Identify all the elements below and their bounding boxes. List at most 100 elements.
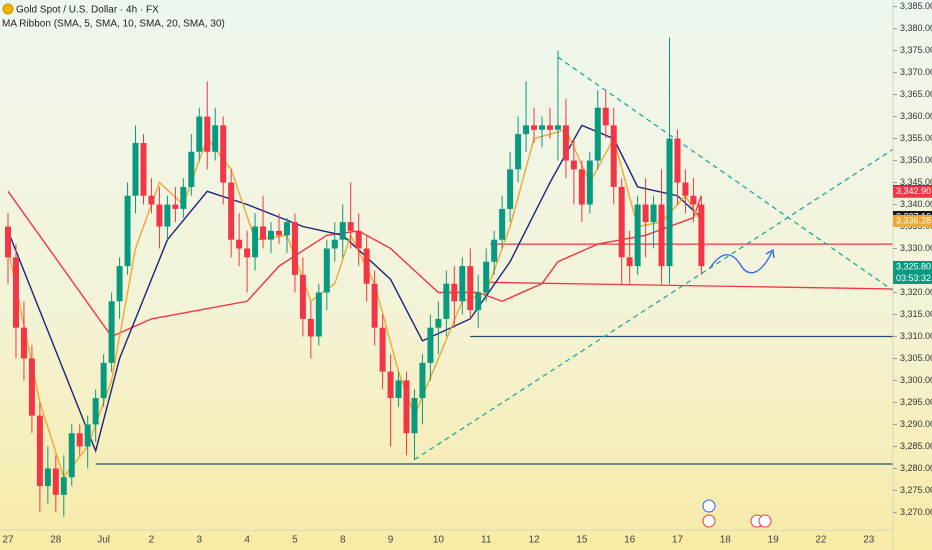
- candle-body: [244, 248, 251, 258]
- candle-body: [315, 292, 322, 337]
- y-tick-label: 3,295.00: [900, 397, 932, 407]
- x-tick-label: 23: [863, 535, 875, 546]
- candle-body: [443, 283, 450, 319]
- moving-average: [7, 128, 702, 479]
- candle-body: [236, 239, 243, 249]
- candle-body: [658, 204, 665, 267]
- candle-body: [618, 186, 625, 258]
- x-tick-label: 12: [528, 535, 540, 546]
- candle-body: [554, 125, 561, 130]
- y-tick-label: 3,270.00: [900, 507, 932, 517]
- y-tick-label: 3,290.00: [900, 419, 932, 429]
- moving-average: [7, 124, 702, 454]
- candle-body: [5, 226, 11, 258]
- candle-body: [212, 125, 219, 152]
- candle-body: [682, 182, 689, 196]
- candle-body: [395, 380, 402, 399]
- candle-body: [204, 116, 211, 152]
- candle-body: [100, 362, 107, 399]
- candle-body: [92, 398, 99, 425]
- price-tag: [893, 185, 932, 198]
- countdown-bg: [893, 272, 932, 284]
- x-tick-label: 18: [720, 535, 732, 546]
- x-tick-label: 9: [388, 535, 394, 546]
- candle-body: [283, 222, 290, 236]
- candle-body: [20, 327, 27, 359]
- candle-body: [164, 204, 171, 227]
- moving-average: [7, 190, 703, 338]
- candle-body: [387, 371, 394, 399]
- event-flag[interactable]: [758, 514, 772, 528]
- candle-body: [84, 424, 91, 447]
- x-tick-label: 2: [149, 535, 155, 546]
- y-tick-label: 3,305.00: [900, 353, 932, 363]
- candle-body: [116, 266, 123, 302]
- candle-body: [220, 125, 227, 183]
- candle-body: [459, 266, 466, 302]
- candle-body: [626, 257, 633, 267]
- candle-body: [546, 125, 553, 130]
- y-tick-label: 3,370.00: [900, 67, 932, 77]
- indicator-label: MA Ribbon (SMA, 5, SMA, 10, SMA, 20, SMA…: [2, 19, 225, 30]
- level-line: [490, 281, 893, 290]
- y-tick-label: 3,380.00: [900, 23, 932, 33]
- candle-body: [363, 248, 370, 284]
- candle-body: [379, 327, 386, 372]
- candle-body: [132, 142, 139, 196]
- candle-body: [172, 204, 179, 209]
- candle-body: [339, 222, 346, 240]
- candle-body: [148, 195, 155, 205]
- candle-body: [411, 398, 418, 434]
- candle-body: [355, 230, 362, 249]
- candle-body: [451, 283, 458, 302]
- x-tick-label: 3: [196, 535, 202, 546]
- candle-body: [124, 195, 131, 267]
- candle-body: [531, 125, 538, 130]
- candle-body: [60, 477, 67, 495]
- candle-body: [12, 257, 19, 328]
- x-tick-label: 27: [2, 535, 14, 546]
- price-tag-label: 3,336.28: [896, 215, 931, 225]
- candle-body: [499, 208, 506, 240]
- candle-body: [331, 239, 338, 249]
- y-tick-label: 3,345.00: [900, 177, 932, 187]
- countdown: 03:53:32: [896, 273, 931, 283]
- y-tick-label: 3,360.00: [900, 111, 932, 121]
- candle-body: [690, 195, 697, 205]
- event-icon[interactable]: [702, 499, 716, 513]
- candle-body: [260, 226, 267, 240]
- candle-body: [562, 125, 569, 161]
- y-tick-label: 3,300.00: [900, 375, 932, 385]
- candle-body: [610, 125, 617, 187]
- candle-body: [180, 186, 187, 209]
- price-tag: [893, 260, 932, 273]
- candle-body: [196, 116, 203, 152]
- candle-body: [347, 222, 354, 231]
- y-tick-label: 3,315.00: [900, 309, 932, 319]
- y-tick-label: 3,320.00: [900, 287, 932, 297]
- candle-body: [570, 160, 577, 170]
- y-tick-label: 3,375.00: [900, 45, 932, 55]
- candle-body: [650, 204, 657, 223]
- event-flag[interactable]: [702, 514, 716, 528]
- x-tick-label: 28: [50, 535, 62, 546]
- candle-body: [252, 226, 259, 258]
- candle-body: [307, 318, 314, 337]
- x-tick-label: 10: [433, 535, 445, 546]
- x-tick-label: 17: [672, 535, 684, 546]
- candle-body: [371, 283, 378, 328]
- candle-body: [76, 433, 83, 447]
- trend-line: [557, 56, 893, 291]
- x-tick-label: 22: [815, 535, 827, 546]
- candle-body: [467, 266, 474, 311]
- candle-body: [140, 142, 147, 196]
- price-tag-label: 3,342.90: [896, 186, 931, 196]
- candle-body: [642, 204, 649, 223]
- candle-body: [483, 261, 490, 293]
- x-tick-label: 4: [244, 535, 250, 546]
- candle-body: [156, 204, 163, 227]
- candle-body: [578, 169, 585, 205]
- candle-body: [228, 182, 235, 240]
